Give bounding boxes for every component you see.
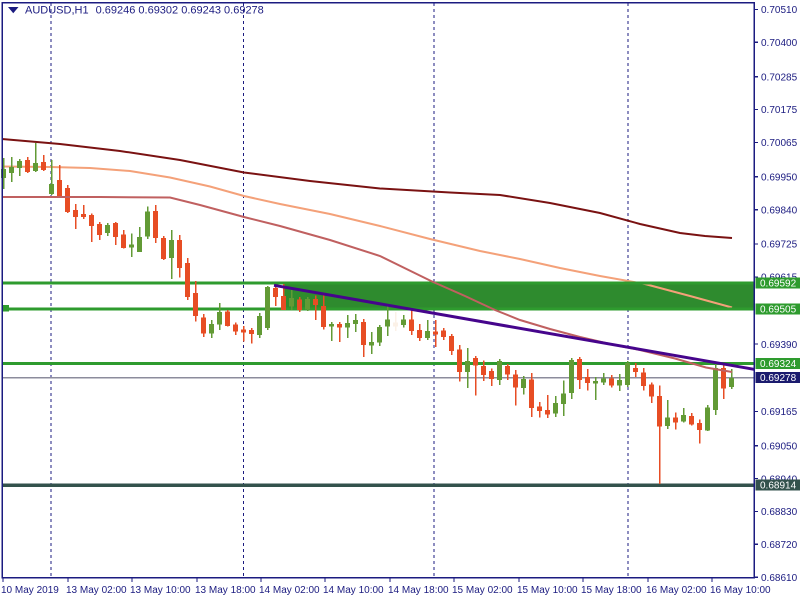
svg-text:0.70175: 0.70175 [761, 105, 798, 116]
svg-text:0.70510: 0.70510 [761, 5, 798, 16]
svg-text:14 May 10:00: 14 May 10:00 [323, 585, 384, 596]
svg-text:0.69505: 0.69505 [760, 305, 797, 316]
svg-text:16 May 02:00: 16 May 02:00 [646, 585, 707, 596]
svg-text:13 May 02:00: 13 May 02:00 [66, 585, 127, 596]
svg-text:0.69324: 0.69324 [760, 359, 797, 370]
svg-text:0.70285: 0.70285 [761, 72, 798, 83]
svg-text:0.68610: 0.68610 [761, 573, 798, 584]
svg-text:0.69840: 0.69840 [761, 205, 798, 216]
svg-text:13 May 18:00: 13 May 18:00 [195, 585, 256, 596]
svg-text:14 May 18:00: 14 May 18:00 [388, 585, 449, 596]
svg-text:10 May 2019: 10 May 2019 [1, 585, 59, 596]
svg-text:15 May 18:00: 15 May 18:00 [581, 585, 642, 596]
svg-text:0.69278: 0.69278 [760, 373, 797, 384]
svg-text:14 May 02:00: 14 May 02:00 [259, 585, 320, 596]
svg-text:0.69050: 0.69050 [761, 441, 798, 452]
svg-text:0.68720: 0.68720 [761, 540, 798, 551]
svg-text:15 May 02:00: 15 May 02:00 [452, 585, 513, 596]
svg-text:0.69592: 0.69592 [760, 279, 797, 290]
svg-text:0.69165: 0.69165 [761, 407, 798, 418]
svg-text:0.68830: 0.68830 [761, 507, 798, 518]
svg-text:0.69950: 0.69950 [761, 173, 798, 184]
svg-text:0.69725: 0.69725 [761, 240, 798, 251]
svg-text:16 May 10:00: 16 May 10:00 [710, 585, 771, 596]
svg-text:0.70400: 0.70400 [761, 38, 798, 49]
svg-text:AUDUSD,H10.69246 0.69302 0.692: AUDUSD,H1 0.69246 0.69302 0.69243 0.69278 [25, 5, 264, 17]
svg-text:15 May 10:00: 15 May 10:00 [517, 585, 578, 596]
svg-text:0.69390: 0.69390 [761, 340, 798, 351]
svg-text:13 May 10:00: 13 May 10:00 [130, 585, 191, 596]
svg-text:0.68914: 0.68914 [760, 481, 797, 492]
svg-text:0.70065: 0.70065 [761, 138, 798, 149]
